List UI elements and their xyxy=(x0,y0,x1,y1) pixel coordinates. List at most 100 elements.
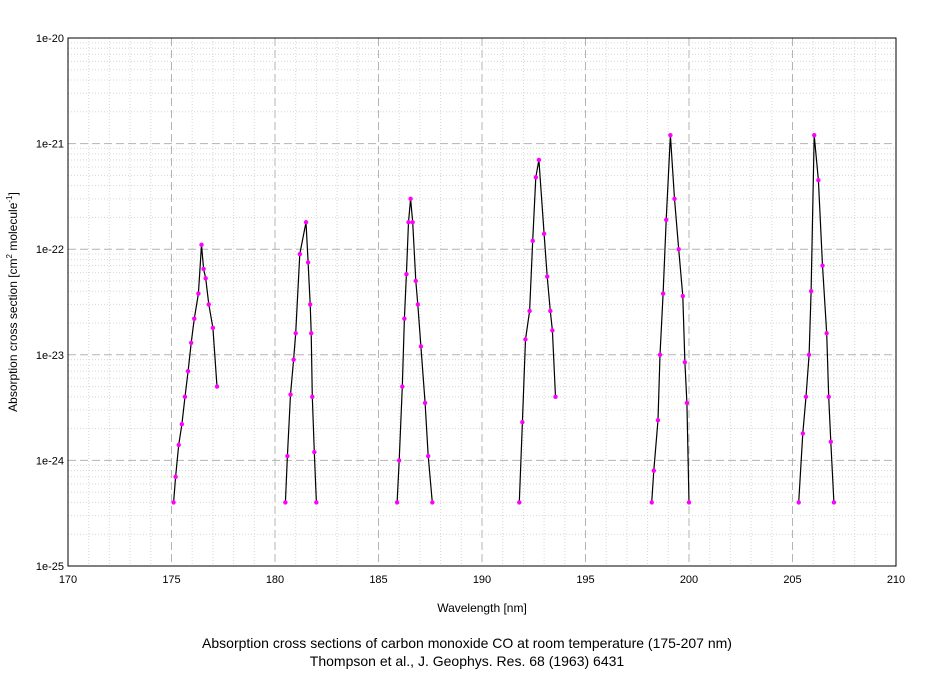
y-tick-labels: 1e-20 1e-21 1e-22 1e-23 1e-24 1e-25 xyxy=(36,33,64,573)
data-point xyxy=(291,357,296,362)
data-point xyxy=(404,271,409,277)
data-point xyxy=(520,420,525,425)
x-tick-label: 175 xyxy=(162,574,180,586)
data-point xyxy=(527,308,532,314)
data-point xyxy=(410,220,415,225)
data-point xyxy=(806,352,812,357)
x-tick-label: 190 xyxy=(473,574,491,586)
data-point xyxy=(672,196,677,202)
data-point xyxy=(285,453,290,459)
y-tick-label: 1e-22 xyxy=(36,244,64,256)
data-point xyxy=(402,316,407,321)
x-tick-label: 200 xyxy=(680,574,698,586)
data-point xyxy=(310,394,315,400)
series-1 xyxy=(171,242,220,505)
data-point xyxy=(422,400,428,406)
data-point xyxy=(406,220,411,225)
data-point xyxy=(660,291,666,296)
data-point xyxy=(288,392,293,397)
data-point xyxy=(408,196,413,202)
data-point xyxy=(541,231,547,236)
data-point xyxy=(550,328,555,333)
x-tick-labels: 170 175 180 185 190 195 200 205 210 xyxy=(59,574,905,586)
data-point xyxy=(192,316,197,321)
data-point xyxy=(413,278,418,284)
data-point xyxy=(173,474,178,479)
data-point xyxy=(210,325,216,331)
data-point xyxy=(545,274,550,279)
y-tick-label: 1e-20 xyxy=(36,33,64,45)
x-tick-label: 195 xyxy=(576,574,594,586)
data-point xyxy=(196,291,201,296)
data-point xyxy=(657,352,663,357)
x-tick-label: 210 xyxy=(887,574,905,586)
data-point xyxy=(655,418,661,423)
data-point xyxy=(312,449,317,455)
data-point xyxy=(676,247,681,252)
y-axis-title-sup2: -1 xyxy=(5,195,14,203)
data-point xyxy=(517,500,522,505)
data-point xyxy=(828,439,833,445)
data-point xyxy=(176,442,181,448)
data-point xyxy=(796,500,801,505)
plot-frame xyxy=(67,37,897,567)
series-6 xyxy=(796,133,837,505)
data-point xyxy=(686,500,692,505)
data-point xyxy=(203,276,208,281)
chart-title: Absorption cross sections of carbon mono… xyxy=(202,635,732,651)
data-point xyxy=(803,394,809,400)
data-point xyxy=(293,331,298,336)
x-tick-label: 205 xyxy=(783,574,801,586)
y-axis-title-part2: molecule xyxy=(6,202,20,254)
data-point xyxy=(179,422,185,427)
data-point xyxy=(682,360,688,365)
data-point xyxy=(397,458,402,463)
data-point xyxy=(418,344,424,349)
y-tick-label: 1e-23 xyxy=(36,350,64,362)
series-2 xyxy=(283,220,319,505)
series-line xyxy=(518,159,557,503)
data-point xyxy=(548,308,553,314)
data-point xyxy=(309,331,314,336)
data-point xyxy=(533,175,539,180)
y-axis-title: Absorption cross section [cm2 molecule-1… xyxy=(5,192,20,412)
data-point xyxy=(649,500,654,505)
x-axis-title: Wavelength [nm] xyxy=(437,601,527,615)
data-point xyxy=(415,302,421,307)
data-point xyxy=(664,217,669,222)
y-tick-label: 1e-21 xyxy=(36,139,64,151)
data-point xyxy=(530,238,535,244)
data-point xyxy=(800,431,806,436)
data-point xyxy=(425,453,431,459)
data-point xyxy=(305,260,311,265)
series-line xyxy=(396,198,433,503)
data-point xyxy=(314,500,319,505)
y-axis-title-sup1: 2 xyxy=(5,253,14,258)
y-tick-label: 1e-24 xyxy=(36,455,64,467)
data-point xyxy=(307,302,313,307)
data-point xyxy=(820,263,825,268)
data-point xyxy=(668,133,673,138)
data-point xyxy=(400,384,405,389)
data-point xyxy=(536,157,542,163)
y-axis-title-part3: ] xyxy=(6,192,20,195)
data-point xyxy=(182,394,188,400)
data-point xyxy=(171,500,176,505)
x-tick-label: 185 xyxy=(369,574,387,586)
data-point xyxy=(206,302,211,307)
chart-subtitle: Thompson et al., J. Geophys. Res. 68 (19… xyxy=(309,653,625,669)
data-point xyxy=(680,293,685,299)
x-tick-label: 180 xyxy=(266,574,284,586)
data-point xyxy=(283,500,288,505)
data-point xyxy=(188,340,194,345)
data-point xyxy=(523,337,528,342)
data-point xyxy=(684,400,690,406)
data-point xyxy=(553,394,558,400)
data-point xyxy=(214,384,220,389)
data-point xyxy=(297,251,303,257)
data-point xyxy=(199,242,204,248)
series-3 xyxy=(394,196,435,505)
data-point xyxy=(812,133,817,138)
data-point xyxy=(185,368,191,374)
